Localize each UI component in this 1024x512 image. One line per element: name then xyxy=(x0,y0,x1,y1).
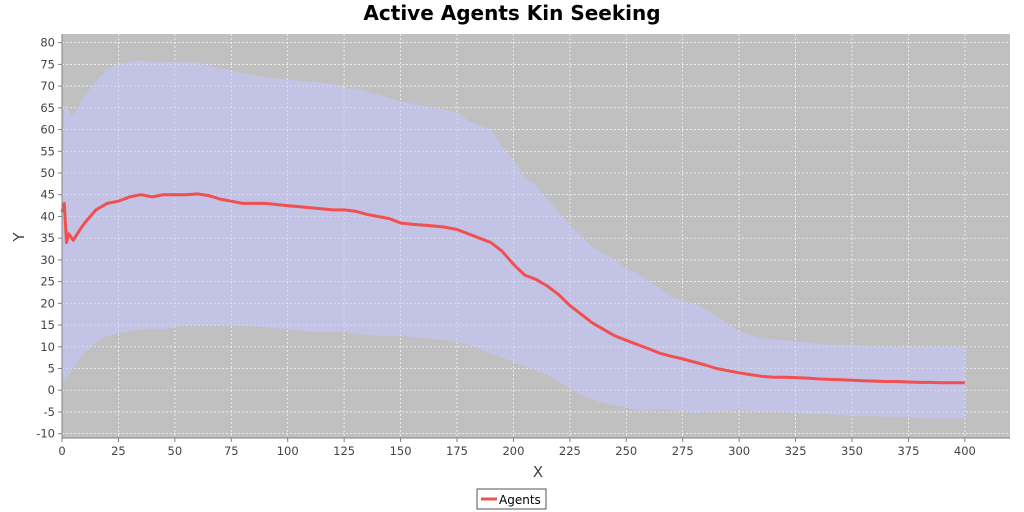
x-tick-label: 225 xyxy=(559,444,581,458)
y-tick-label: 35 xyxy=(40,231,55,245)
legend-box xyxy=(476,488,547,510)
legend-label: Agents xyxy=(499,493,541,507)
y-tick-label: 40 xyxy=(40,209,55,223)
y-axis-label: Y xyxy=(10,232,28,243)
y-ticks: -10 -5 0 5 10 15 20 25 30 35 40 45 50 55 60 65 70 75 80 xyxy=(36,36,62,441)
x-tick-label: 200 xyxy=(502,444,524,458)
x-tick-label: 75 xyxy=(224,444,239,458)
x-tick-label: 325 xyxy=(785,444,807,458)
x-ticks: 0 25 50 75 100 125 150 175 200 225 250 275 300 325 350… xyxy=(58,438,976,458)
y-tick-label: 45 xyxy=(40,188,55,202)
y-tick-label: 55 xyxy=(40,144,55,158)
y-tick-label: 65 xyxy=(40,101,55,115)
x-tick-label: 275 xyxy=(672,444,694,458)
y-tick-label: 20 xyxy=(40,296,55,310)
x-tick-label: 250 xyxy=(615,444,637,458)
y-tick-label: 15 xyxy=(40,318,55,332)
y-tick-label: -10 xyxy=(36,427,55,441)
x-tick-label: 150 xyxy=(390,444,412,458)
legend: Agents xyxy=(476,488,547,510)
x-tick-label: 25 xyxy=(111,444,126,458)
y-tick-label: 75 xyxy=(40,57,55,71)
x-tick-label: 0 xyxy=(58,444,65,458)
y-tick-label: 0 xyxy=(48,383,55,397)
y-tick-label: 5 xyxy=(48,361,55,375)
y-tick-label: -5 xyxy=(44,405,55,419)
y-tick-label: 80 xyxy=(40,36,55,50)
x-tick-label: 50 xyxy=(168,444,183,458)
chart-title: Active Agents Kin Seeking xyxy=(363,1,660,25)
y-tick-label: 25 xyxy=(40,275,55,289)
x-tick-label: 100 xyxy=(277,444,299,458)
series-line-agents xyxy=(60,192,965,385)
x-tick-label: 400 xyxy=(954,444,976,458)
x-tick-label: 300 xyxy=(728,444,750,458)
y-tick-label: 10 xyxy=(40,340,55,354)
y-tick-label: 60 xyxy=(40,123,55,137)
x-tick-label: 375 xyxy=(897,444,919,458)
y-tick-label: 70 xyxy=(40,79,55,93)
x-tick-label: 175 xyxy=(446,444,468,458)
y-tick-label: 50 xyxy=(40,166,55,180)
y-tick-label: 30 xyxy=(40,253,55,267)
x-tick-label: 125 xyxy=(333,444,355,458)
x-tick-label: 350 xyxy=(841,444,863,458)
x-axis-label: X xyxy=(533,463,543,481)
